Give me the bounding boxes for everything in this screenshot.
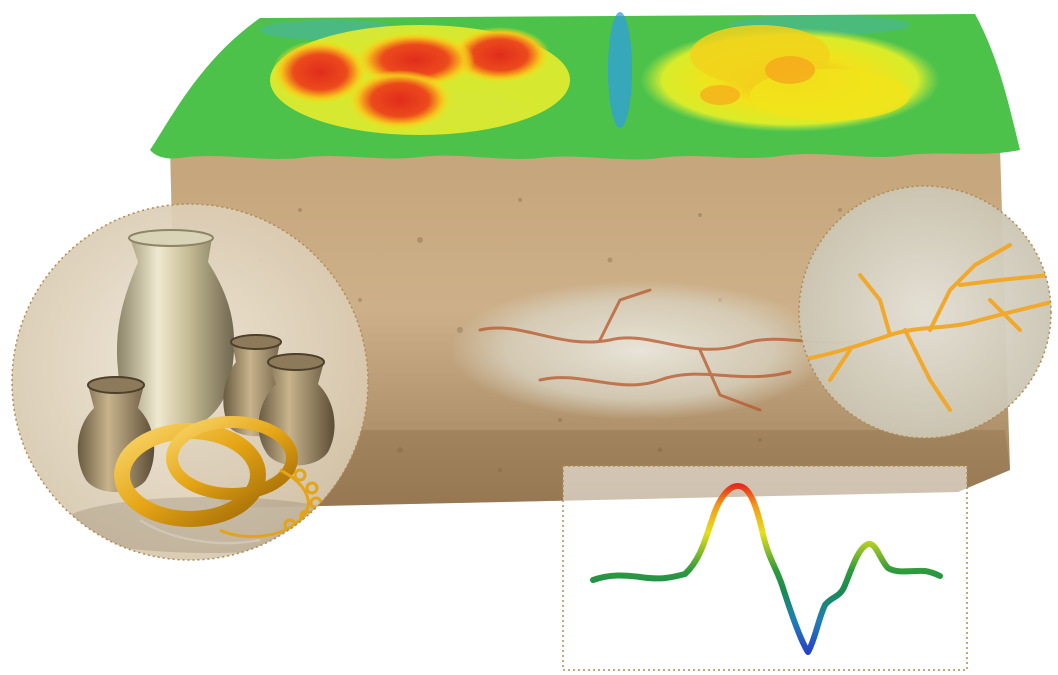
- yellow-cross-anomaly: [640, 25, 940, 132]
- treasure-lens: [11, 203, 369, 561]
- clay-pot-icon: [77, 376, 155, 492]
- signal-profile-line: [590, 483, 943, 655]
- silver-vase-icon: [116, 229, 235, 432]
- red-cross-anomaly: [270, 25, 570, 135]
- signal-profile-panel: [562, 465, 968, 671]
- gold-ring-icon: [166, 416, 298, 500]
- vein-lens: [798, 185, 1052, 439]
- surface-scan-map: [150, 12, 1020, 160]
